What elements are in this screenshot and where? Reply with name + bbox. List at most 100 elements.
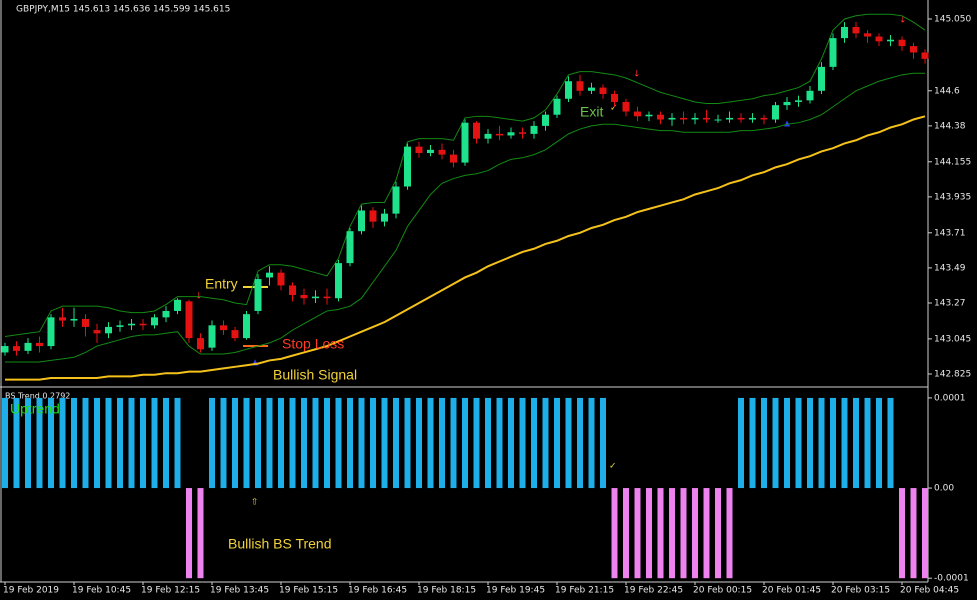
candle-body [369, 210, 377, 222]
bar [347, 397, 353, 489]
y-tick-label: 144.155 [934, 157, 971, 167]
bar [703, 488, 710, 579]
bar [243, 397, 250, 489]
candle-body [806, 90, 814, 101]
buy-arrow: ▲ [252, 358, 259, 367]
candle-body [760, 117, 768, 120]
candle-body [162, 310, 170, 318]
bar [370, 397, 376, 489]
bar [255, 397, 261, 489]
y-tick-label: 143.27 [934, 298, 966, 308]
bar [508, 397, 514, 489]
y-tick-label: 142.825 [934, 369, 971, 379]
bar [818, 397, 825, 489]
bar [105, 397, 112, 489]
x-tick-label: 20 Feb 03:15 [831, 586, 890, 596]
bar [462, 397, 468, 489]
bar [922, 488, 928, 579]
candle-body [622, 101, 630, 112]
candle-body [864, 33, 871, 37]
candle-body [829, 38, 837, 67]
bar [715, 488, 721, 579]
candle-body [82, 318, 89, 327]
x-tick-label: 19 Feb 18:15 [417, 586, 476, 596]
bar [611, 488, 618, 579]
bar [36, 397, 43, 489]
exit-check: ✓ [610, 104, 618, 114]
bar [393, 397, 399, 489]
candle-body [254, 279, 262, 311]
bar [335, 397, 342, 489]
candle-body [93, 330, 101, 334]
x-tick-label: 19 Feb 15:15 [279, 586, 338, 596]
candle-body [461, 122, 469, 163]
candle-body [852, 26, 860, 34]
indicator-line [5, 72, 925, 363]
bar [577, 397, 583, 489]
candle-body [565, 81, 572, 99]
candle-body [312, 296, 319, 299]
candle-body [783, 101, 791, 106]
y-tick-label: 144.6 [934, 86, 960, 96]
x-tick-label: 19 Feb 2019 [3, 586, 59, 596]
bar [554, 397, 560, 489]
candle-body [438, 149, 446, 155]
bs-trend-label: Bullish BS Trend [228, 536, 332, 552]
bar [496, 397, 503, 489]
candle-body [105, 326, 112, 334]
candle-body [634, 111, 641, 117]
candle-body [507, 132, 515, 136]
bar [807, 397, 813, 489]
candle-body [208, 325, 216, 348]
stop-loss-label: Stop Loss [282, 336, 344, 352]
bar [519, 397, 526, 489]
y-tick-label: 0.00 [934, 484, 954, 494]
candle-body [910, 46, 917, 53]
bar [427, 397, 434, 489]
bar [25, 397, 31, 489]
candle-body [530, 125, 538, 134]
x-tick-label: 20 Feb 04:45 [900, 586, 959, 596]
candle-body [404, 146, 411, 187]
candle-body [231, 330, 239, 339]
bar [197, 488, 204, 579]
bar [830, 397, 836, 489]
y-tick-label: 143.045 [934, 334, 971, 344]
candle-body [875, 36, 883, 42]
bar [542, 397, 549, 489]
candle-body [553, 98, 561, 115]
bar [404, 397, 411, 489]
candle-body [346, 231, 354, 264]
candle-body [737, 117, 745, 120]
candle-body [749, 117, 756, 120]
bar [71, 397, 77, 489]
candle-body [323, 296, 331, 299]
x-tick-label: 19 Feb 10:45 [72, 586, 131, 596]
candle-body [714, 119, 722, 121]
candle-body [887, 39, 894, 42]
bar [2, 397, 8, 489]
bar [324, 397, 330, 489]
bar [416, 397, 422, 489]
chart-title: GBPJPY,M15 145.613 145.636 145.599 145.6… [16, 5, 230, 15]
candle-body [691, 117, 699, 120]
bar [128, 397, 135, 489]
candle-body [484, 133, 492, 139]
candle-body [921, 52, 929, 59]
bar [841, 397, 848, 489]
candle-body [898, 39, 906, 47]
bar [761, 397, 767, 489]
bar [381, 397, 388, 489]
bar [692, 488, 698, 579]
bar [600, 397, 606, 489]
candle-body [300, 295, 308, 299]
trend-label: Uptrend [10, 401, 60, 417]
bar [795, 397, 802, 489]
bar [13, 397, 20, 489]
candle-body [197, 338, 204, 350]
candle-body [818, 66, 825, 91]
indicator-line [4, 13, 926, 337]
bar [473, 397, 480, 489]
candle-body [220, 325, 227, 331]
bar [680, 488, 687, 579]
